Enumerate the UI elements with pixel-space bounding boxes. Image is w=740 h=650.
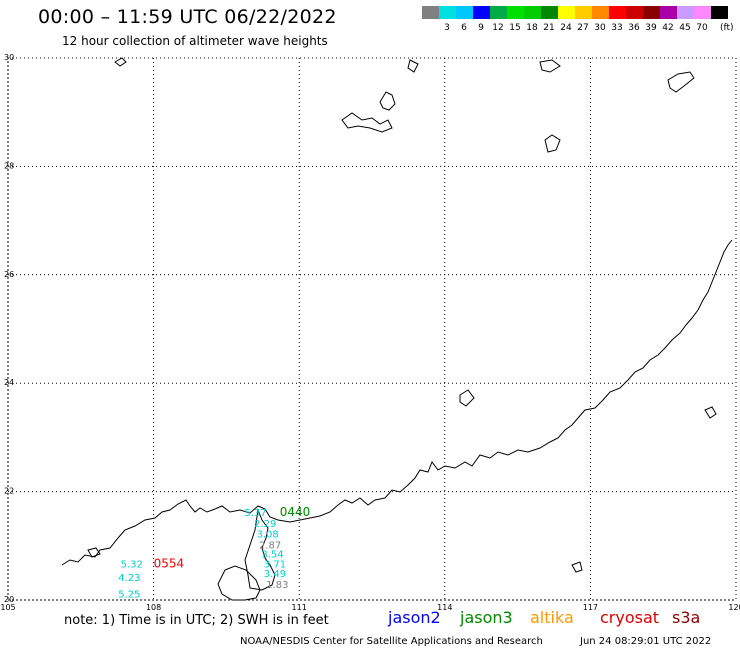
color-swatch [711,6,728,19]
color-swatch [592,6,609,19]
color-swatch [422,6,439,19]
color-scale-label: 12 [492,23,504,33]
color-scale-unit: (ft) [720,23,734,33]
color-swatch [541,6,558,19]
footer-note: note: 1) Time is in UTC; 2) SWH is in fe… [64,613,329,628]
color-scale-label: 30 [594,23,606,33]
color-swatch [609,6,626,19]
color-scale-label: 6 [461,23,467,33]
color-scale-label: 45 [679,23,691,33]
color-swatch [524,6,541,19]
coastline-island-north-7 [114,57,127,67]
lon-label: 108 [146,603,161,612]
color-swatch [473,6,490,19]
lat-label: 28 [4,161,14,170]
map-subtitle: 12 hour collection of altimeter wave hei… [62,34,328,48]
lon-label: 111 [292,603,307,612]
coastline-mainland [61,239,733,566]
color-scale-label: 24 [560,23,572,33]
color-scale-label: 27 [577,23,589,33]
wave-height-value: 2.29 [254,519,276,530]
color-swatch [626,6,643,19]
coastline-leizhou [244,508,276,591]
satellite-legend-item: jason3 [460,608,513,627]
coastline [61,57,733,601]
footer-credit: NOAA/NESDIS Center for Satellite Applica… [240,636,543,647]
lat-label: 26 [4,270,14,279]
wave-height-value: 4.23 [118,573,140,584]
wave-height-value: 3.71 [264,559,286,570]
color-swatch [439,6,456,19]
color-swatch [507,6,524,19]
coastline-island-mid-3 [571,561,583,573]
wave-height-value: 5.32 [121,559,143,570]
lon-label: 105 [0,603,15,612]
color-scale-label: 70 [696,23,708,33]
wave-height-value: 1.83 [266,580,288,591]
satellite-pass-labels: 0554 0440 [154,505,311,570]
wave-height-value: 3.08 [257,530,279,541]
color-scale-label: 15 [509,23,521,33]
lon-label: 120 [728,603,740,612]
satellite-pass-label: 0440 [280,505,311,519]
color-scale-label: 18 [526,23,538,33]
color-swatch [643,6,660,19]
coastline-island-north-1 [341,112,393,133]
coastline-island-north-6 [407,59,419,73]
coastline-island-north-5 [667,71,695,93]
satellite-legend-item: jason2 [388,608,441,627]
wave-height-observations: 5.372.293.082.873.543.713.491.83 5.32 4.23… [118,508,288,600]
coastline-island-north-2 [379,91,396,111]
map-title: 00:00 – 11:59 UTC 06/22/2022 [38,6,337,28]
color-scale-label: 42 [662,23,674,33]
wave-height-value: 3.54 [261,550,283,561]
color-scale-label: 39 [645,23,657,33]
satellite-legend-item: altika [530,608,574,627]
lon-label: 114 [437,603,452,612]
lat-lon-grid [7,57,737,601]
color-scale-label: 33 [611,23,623,33]
footer-timestamp: Jun 24 08:29:01 UTC 2022 [580,636,712,647]
coastline-island-north-4 [544,134,561,153]
color-scale-label: 3 [444,23,450,33]
lat-label: 20 [4,595,14,604]
color-scale-label: 36 [628,23,640,33]
satellite-pass-label: 0554 [154,556,185,570]
color-swatch [456,6,473,19]
coastline-hainan [217,565,261,601]
lon-label: 117 [583,603,598,612]
color-swatch [575,6,592,19]
lat-label: 30 [4,53,14,62]
coastline-island-mid-4 [87,547,101,558]
wave-height-value: 3.49 [264,569,286,580]
color-scale-label: 21 [543,23,555,33]
color-swatch [490,6,507,19]
lat-label: 24 [4,378,14,387]
coastline-island-mid-2 [704,406,717,419]
map-frame [7,57,737,601]
satellite-legend-item: cryosat [600,608,660,627]
color-swatch [677,6,694,19]
color-swatch [660,6,677,19]
coastline-island-north-3 [539,59,561,73]
wave-height-value: 5.37 [244,508,266,519]
color-swatch [694,6,711,19]
coastline-island-mid-1 [459,389,475,407]
wave-height-value: 2.87 [259,541,281,552]
color-scale-label: 9 [478,23,484,33]
wave-height-value: 5.25 [118,589,140,600]
color-swatch [558,6,575,19]
satellite-legend-item: s3a [672,608,701,627]
lat-label: 22 [4,487,14,496]
